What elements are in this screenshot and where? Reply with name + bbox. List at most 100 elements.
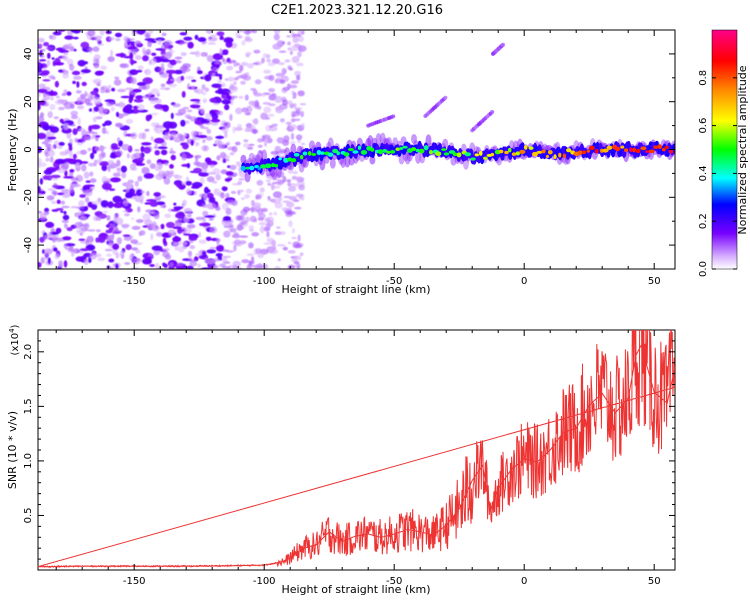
noise-blob: [70, 110, 78, 117]
signal-peak: [594, 148, 599, 154]
noise-blob: [77, 59, 86, 67]
noise-blob: [291, 114, 296, 118]
noise-blob: [49, 126, 60, 133]
noise-blob: [131, 225, 141, 230]
noise-blob: [112, 195, 122, 203]
signal-peak: [545, 155, 550, 158]
noise-blob: [108, 258, 115, 263]
noise-blob: [115, 149, 123, 157]
noise-blob: [227, 76, 235, 82]
noise-blob: [297, 234, 301, 242]
noise-blob: [73, 75, 82, 80]
noise-blob: [38, 43, 44, 48]
noise-blob: [200, 107, 205, 114]
noise-blob: [84, 196, 90, 203]
signal-peak: [504, 150, 509, 155]
noise-blob: [83, 258, 89, 266]
noise-blob: [276, 137, 285, 144]
noise-blob: [88, 186, 96, 191]
noise-blob: [225, 158, 230, 162]
noise-blob: [235, 141, 241, 146]
noise-blob: [80, 41, 90, 49]
noise-blob: [294, 70, 302, 77]
noise-blob: [62, 45, 69, 50]
noise-blob: [38, 262, 42, 268]
signal-peak: [511, 152, 517, 156]
noise-blob: [182, 67, 191, 73]
noise-blob: [205, 236, 212, 241]
signal-peak: [332, 148, 339, 154]
noise-blob: [195, 216, 205, 221]
noise-blob: [222, 216, 232, 222]
noise-blob: [231, 146, 238, 153]
noise-blob: [295, 176, 302, 182]
noise-blob: [198, 172, 209, 177]
noise-blob: [53, 116, 59, 120]
signal-peak: [370, 147, 375, 152]
noise-blob: [70, 30, 78, 33]
noise-blob: [69, 138, 73, 145]
noise-blob: [106, 253, 112, 257]
signal-peak: [498, 149, 504, 154]
noise-blob: [174, 246, 179, 251]
noise-blob: [135, 249, 141, 254]
signal-peak: [399, 146, 404, 151]
noise-blob: [115, 111, 120, 118]
noise-blob: [60, 210, 64, 213]
noise-blob: [172, 103, 181, 108]
noise-blob: [154, 143, 158, 149]
noise-blob: [226, 199, 235, 205]
noise-blob: [44, 103, 49, 107]
noise-blob: [146, 190, 150, 197]
signal-peak: [629, 147, 633, 153]
noise-blob: [246, 253, 255, 257]
signal-peak: [588, 145, 595, 150]
noise-blob: [64, 162, 70, 167]
noise-blob: [62, 236, 72, 241]
noise-blob: [207, 118, 212, 121]
noise-blob: [149, 200, 159, 207]
noise-blob: [251, 101, 256, 107]
noise-blob: [77, 105, 85, 110]
noise-blob: [53, 62, 65, 66]
noise-blob: [292, 175, 296, 181]
noise-blob: [169, 78, 178, 82]
noise-blob: [106, 215, 111, 221]
noise-blob: [93, 97, 102, 105]
noise-blob: [62, 122, 70, 130]
snr-y-label: SNR (10 * v/v): [6, 411, 19, 489]
noise-blob: [279, 79, 286, 85]
signal-halo: [319, 158, 326, 171]
noise-blob: [47, 257, 51, 265]
noise-blob: [265, 223, 271, 230]
noise-blob: [183, 36, 193, 41]
noise-blob: [113, 79, 122, 86]
noise-blob: [122, 112, 128, 117]
noise-blob: [142, 47, 146, 53]
noise-blob: [257, 252, 265, 259]
signal-peak: [632, 147, 637, 153]
x-tick-label: 0: [521, 276, 527, 287]
noise-blob: [219, 255, 223, 261]
noise-blob: [251, 128, 259, 134]
noise-blob: [63, 52, 69, 56]
noise-blob: [80, 161, 89, 164]
noise-blob: [70, 115, 79, 120]
y-tick-label: 1.5: [23, 398, 34, 414]
noise-blob: [161, 32, 167, 37]
noise-blob: [204, 113, 212, 119]
noise-blob: [222, 170, 227, 173]
noise-blob: [294, 107, 302, 111]
signal-branch: [490, 110, 495, 114]
colorbar: 0.0 0.2 0.4 0.6 0.8 Normalized spectral ampl…: [698, 29, 749, 277]
noise-blob: [288, 67, 294, 71]
colorbar-tick-label: 0.8: [698, 70, 709, 86]
noise-blob: [209, 264, 214, 269]
noise-blob: [233, 244, 237, 252]
noise-blob: [189, 104, 201, 109]
noise-blob: [252, 62, 259, 65]
noise-blob: [199, 223, 203, 226]
noise-blob: [276, 226, 281, 229]
noise-blob: [48, 75, 55, 79]
noise-blob: [72, 128, 78, 136]
